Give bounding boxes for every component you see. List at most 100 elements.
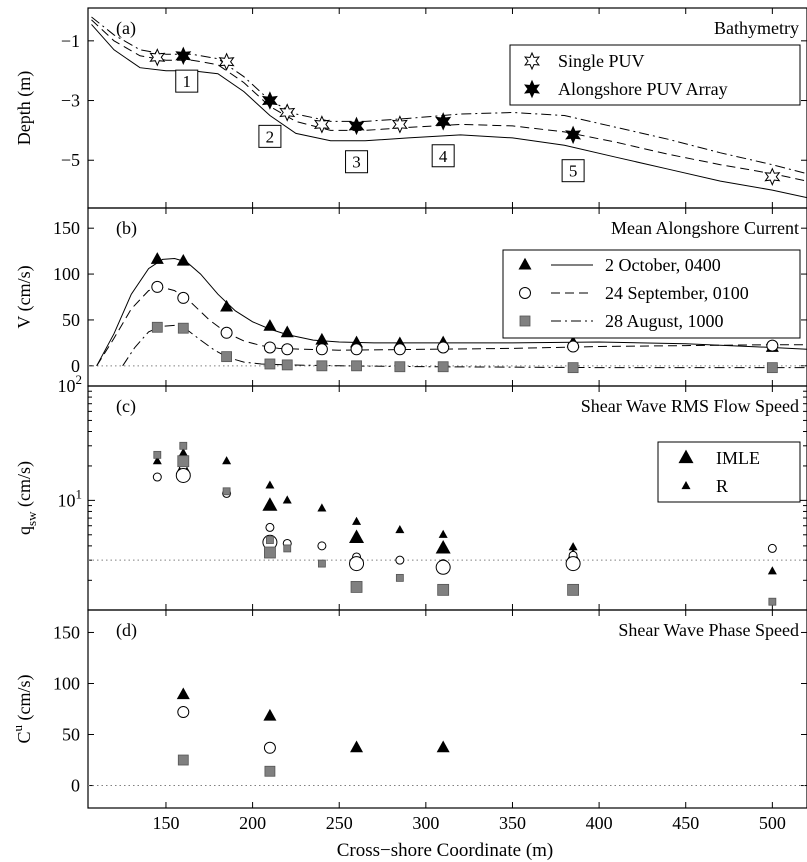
legend-marker (519, 287, 531, 299)
data-point (281, 359, 293, 371)
panel-label: (b) (116, 218, 137, 239)
x-tick-label: 300 (412, 813, 439, 833)
data-point (263, 708, 277, 721)
data-point (350, 740, 364, 753)
data-point (435, 540, 451, 554)
legend-label: 2 October, 0400 (605, 255, 721, 275)
data-point (263, 341, 276, 354)
data-point (179, 441, 188, 450)
data-point (265, 522, 275, 532)
sensor-box (431, 144, 455, 168)
data-point (220, 299, 234, 312)
legend-label: Alongshore PUV Array (558, 79, 728, 99)
data-point (437, 583, 450, 596)
sensor-box (345, 150, 369, 174)
single-puv-marker (149, 48, 166, 67)
sensor-number: 1 (183, 72, 192, 91)
data-point (768, 597, 777, 606)
y-tick-label: 50 (62, 310, 80, 330)
sensor-box (561, 159, 585, 183)
data-point (264, 358, 276, 370)
sensor-number: 4 (439, 147, 448, 166)
data-point (177, 706, 190, 719)
y-tick-label: −3 (61, 91, 80, 111)
data-point (281, 343, 294, 356)
legend-label: 24 September, 0100 (605, 283, 749, 303)
single-puv-marker (279, 103, 296, 122)
single-puv-marker (313, 115, 330, 134)
data-point (176, 253, 190, 266)
bathymetry-profile-solid (91, 24, 807, 199)
data-point (394, 361, 406, 373)
array-puv-marker (348, 116, 365, 136)
bathymetry-profile-dashed (91, 19, 807, 182)
panel-title: Shear Wave RMS Flow Speed (581, 396, 799, 416)
plot-area (88, 252, 807, 374)
data-point (153, 450, 162, 459)
y-tick-label: −1 (61, 31, 80, 51)
y-tick-label: 101 (58, 486, 83, 510)
x-tick-label: 400 (586, 813, 613, 833)
data-point (150, 252, 164, 264)
series-line (96, 257, 807, 367)
sensor-box (258, 124, 282, 148)
data-point (264, 765, 276, 777)
data-point (436, 740, 450, 753)
series-line (122, 324, 807, 369)
data-point (151, 280, 164, 293)
data-point (280, 325, 294, 338)
legend-label: 28 August, 1000 (605, 311, 724, 331)
data-point (222, 456, 232, 465)
plot-frame (87, 609, 807, 809)
data-point (393, 343, 406, 356)
data-point (767, 543, 777, 553)
series-line (96, 286, 807, 367)
y-tick-label: −5 (61, 150, 80, 170)
single-puv-marker (764, 167, 781, 186)
legend-marker (678, 449, 694, 464)
data-point (437, 341, 450, 354)
x-tick-label: 200 (239, 813, 266, 833)
plot-area (88, 687, 807, 787)
array-puv-marker (435, 112, 452, 131)
panel-title: Mean Alongshore Current (611, 218, 799, 238)
bathymetry-profile-dashdot (91, 16, 807, 175)
y-tick-label: 0 (71, 356, 80, 376)
data-point (349, 529, 365, 543)
y-axis-label: qsw (cm/s) (14, 461, 39, 535)
data-point (265, 480, 275, 489)
x-tick-label: 150 (152, 813, 179, 833)
data-point (151, 321, 163, 333)
legend-label: Single PUV (558, 51, 645, 71)
legend-marker (524, 79, 540, 99)
data-point (315, 343, 328, 356)
data-point (435, 559, 451, 575)
plot-area (88, 441, 807, 606)
data-point (266, 536, 274, 544)
panel-title: Shear Wave Phase Speed (618, 620, 799, 640)
y-tick-label: 150 (53, 622, 80, 642)
data-point (568, 542, 578, 551)
panel-label: (a) (116, 18, 136, 39)
data-point (352, 516, 362, 525)
legend-label: R (716, 476, 728, 496)
y-tick-label: 100 (53, 264, 80, 284)
y-axis-label: Depth (m) (14, 71, 35, 145)
data-point (317, 541, 327, 551)
data-point (567, 340, 580, 353)
sensor-number: 5 (569, 162, 578, 181)
y-tick-label: 100 (53, 673, 80, 693)
data-point (438, 529, 448, 538)
array-puv-marker (565, 125, 582, 145)
data-point (350, 581, 363, 593)
legend-box (509, 44, 801, 106)
x-tick-label: 500 (759, 813, 786, 833)
data-point (175, 467, 191, 483)
data-point (152, 456, 162, 465)
y-tick-label: 150 (53, 218, 80, 238)
x-tick-label: 250 (326, 813, 353, 833)
legend-box (657, 441, 801, 503)
data-point (766, 339, 779, 352)
data-point (395, 573, 404, 582)
